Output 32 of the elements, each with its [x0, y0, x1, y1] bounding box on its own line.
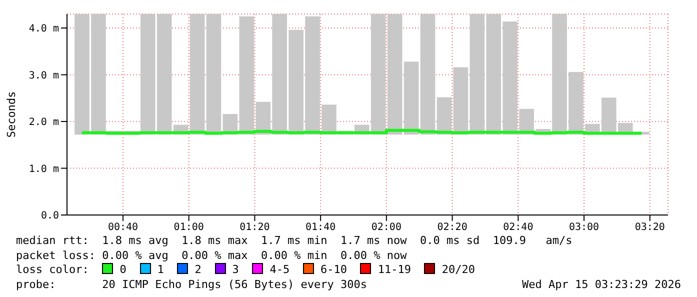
- bar: [190, 14, 205, 135]
- text: probe: 20 ICMP Echo Pings (56 Bytes) every 300s: [16, 278, 367, 290]
- y-tick-label: 4.0 m: [28, 24, 59, 35]
- y-tick-label: 1.0 m: [28, 164, 59, 175]
- x-tick-label: 00:40: [108, 222, 138, 234]
- y-tick-label: 3.0 m: [28, 70, 59, 82]
- legend-label: 3: [232, 263, 239, 276]
- x-tick-label: 01:20: [240, 222, 270, 234]
- text: Wed Apr 15 03:23:29 2026: [522, 278, 681, 290]
- legend-label: 1: [157, 263, 164, 276]
- legend-label: 2: [194, 263, 202, 276]
- legend-label: 11-19: [378, 263, 411, 276]
- x-tick-label: 01:00: [174, 222, 204, 234]
- legend-label: 0: [120, 263, 126, 276]
- legend-label: 4-5: [270, 263, 290, 276]
- text: median rtt: 1.8 ms avg 1.8 ms max 1.7 ms min 1.7 ms now 0.0 ms sd 109.9 am/s: [16, 234, 572, 248]
- x-tick-label: 03:20: [634, 222, 665, 234]
- bar: [420, 14, 436, 135]
- y-tick-label: 2.0 m: [28, 117, 59, 128]
- y-axis-title: Seconds: [4, 91, 18, 138]
- legend-label: 20/20: [442, 263, 475, 276]
- x-tick-label: 02:00: [371, 222, 402, 234]
- x-tick-label: 03:00: [568, 222, 600, 234]
- y-tick-label: 0.0: [40, 210, 59, 222]
- legend-label: 6-10: [320, 263, 347, 276]
- bar: [436, 97, 452, 135]
- bar: [453, 67, 468, 135]
- text: packet loss: 0.00 % avg 0.00 % max 0.00 % min 0.00 % now: [16, 248, 408, 263]
- x-tick-label: 02:20: [437, 222, 468, 234]
- x-tick-label: 02:40: [503, 222, 534, 234]
- legend-title: loss color:: [16, 263, 89, 276]
- x-tick-label: 01:40: [306, 222, 336, 234]
